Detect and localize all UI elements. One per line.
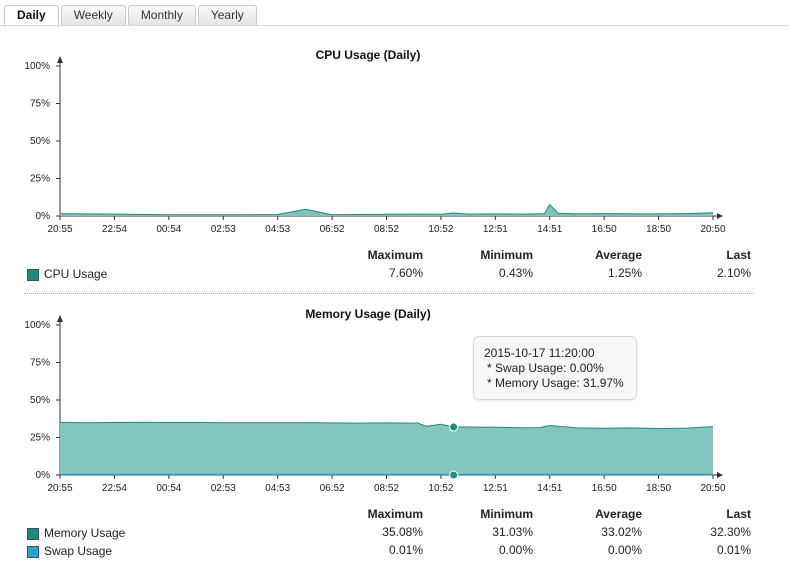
memory-usage-area [60, 422, 713, 475]
cpu-y-tick-label: 25% [30, 174, 50, 185]
cpu-usage-label: CPU Usage [44, 267, 108, 281]
tooltip-memory: * Memory Usage: 31.97% [487, 376, 624, 390]
cpu-usage-chart: CPU Usage (Daily) 0% 25% 50% 75% 100% 20:55 22… [24, 48, 726, 235]
cpu-usage-swatch [27, 269, 39, 281]
tooltip-swap: * Swap Usage: 0.00% [487, 361, 604, 375]
cpu-x-tick-label: 04:53 [265, 224, 290, 235]
tab-daily[interactable]: Daily [4, 5, 59, 27]
swap-usage-label: Swap Usage [44, 544, 113, 558]
legend-row-cpu-usage[interactable]: CPU Usage 7.60% 0.43% 1.25% 2.10% [0, 266, 789, 284]
memory-avg: 33.02% [601, 525, 642, 539]
stat-header-maximum: Maximum [367, 507, 423, 521]
cpu-x-tick-label: 16:50 [592, 224, 617, 235]
memory-y-tick-label: 0% [36, 470, 51, 481]
memory-x-tick-label: 06:52 [320, 483, 345, 494]
memory-y-axis-arrow [57, 315, 63, 322]
memory-x-tick-label: 14:51 [537, 483, 562, 494]
cpu-x-tick-label: 18:50 [646, 224, 671, 235]
memory-x-tick-label: 20:50 [700, 483, 725, 494]
memory-usage-swatch [27, 528, 39, 540]
cpu-x-tick-label: 22:54 [102, 224, 127, 235]
stat-header-average: Average [595, 507, 642, 521]
memory-usage-line [59, 421, 714, 430]
swap-min: 0.00% [498, 543, 533, 557]
cpu-x-axis-arrow [717, 213, 723, 219]
memory-highlight-point [449, 422, 459, 432]
tab-yearly[interactable]: Yearly [197, 5, 257, 25]
cpu-stats-table: Maximum Minimum Average Last CPU Usage 7… [0, 248, 789, 284]
memory-x-tick-label: 08:52 [374, 483, 399, 494]
tab-divider [0, 25, 789, 26]
cpu-usage-line [59, 203, 714, 216]
cpu-y-tick-label: 0% [36, 211, 51, 222]
stat-header-average: Average [595, 248, 642, 262]
memory-x-axis-arrow [717, 472, 723, 478]
cpu-x-tick-label: 10:52 [428, 224, 453, 235]
cpu-x-tick-label: 06:52 [320, 224, 345, 235]
memory-last: 32.30% [710, 525, 751, 539]
cpu-y-tick-label: 50% [30, 136, 50, 147]
memory-stats-header: Maximum Minimum Average Last [0, 507, 789, 525]
cpu-chart-title: CPU Usage (Daily) [316, 48, 421, 62]
memory-x-tick-label: 00:54 [156, 483, 181, 494]
memory-min: 31.03% [492, 525, 533, 539]
chart-tooltip: 2015-10-17 11:20:00 * Swap Usage: 0.00% … [473, 336, 637, 400]
cpu-x-tick-label: 08:52 [374, 224, 399, 235]
stat-header-minimum: Minimum [480, 507, 533, 521]
memory-x-tick-label: 22:54 [102, 483, 127, 494]
cpu-last: 2.10% [716, 266, 751, 280]
tab-weekly[interactable]: Weekly [60, 5, 126, 25]
memory-x-tick-label: 20:55 [47, 483, 72, 494]
cpu-avg: 1.25% [607, 266, 642, 280]
memory-x-tick-label: 02:53 [211, 483, 236, 494]
swap-highlight-point [449, 470, 459, 480]
period-tabs: Daily Weekly Monthly Yearly [4, 5, 259, 27]
memory-y-tick-label: 100% [24, 320, 50, 331]
memory-x-tick-label: 12:51 [483, 483, 508, 494]
tab-monthly[interactable]: Monthly [127, 5, 196, 25]
memory-max: 35.08% [382, 525, 423, 539]
cpu-x-tick-label: 00:54 [156, 224, 181, 235]
cpu-x-tick-label: 20:50 [700, 224, 725, 235]
memory-chart-title: Memory Usage (Daily) [305, 307, 430, 321]
cpu-x-tick-label: 20:55 [47, 224, 72, 235]
cpu-max: 7.60% [388, 266, 423, 280]
section-divider [24, 293, 754, 294]
stat-header-maximum: Maximum [367, 248, 423, 262]
cpu-x-tick-label: 02:53 [211, 224, 236, 235]
memory-x-tick-label: 18:50 [646, 483, 671, 494]
cpu-y-axis-arrow [57, 56, 63, 63]
memory-usage-label: Memory Usage [44, 526, 126, 540]
stat-header-last: Last [726, 507, 751, 521]
cpu-stats-header: Maximum Minimum Average Last [0, 248, 789, 266]
memory-usage-chart: Memory Usage (Daily) 0% 25% 50% 75% 100% 20:5… [24, 307, 726, 494]
swap-last: 0.01% [716, 543, 751, 557]
stat-header-minimum: Minimum [480, 248, 533, 262]
cpu-usage-area [60, 204, 713, 216]
legend-row-memory-usage[interactable]: Memory Usage 35.08% 31.03% 33.02% 32.30% [0, 525, 789, 543]
memory-y-tick-label: 50% [30, 395, 50, 406]
cpu-x-tick-label: 12:51 [483, 224, 508, 235]
swap-usage-swatch [27, 546, 39, 558]
memory-y-tick-label: 75% [30, 358, 50, 369]
memory-x-tick-label: 04:53 [265, 483, 290, 494]
cpu-y-tick-label: 75% [30, 99, 50, 110]
memory-stats-table: Maximum Minimum Average Last Memory Usag… [0, 507, 789, 561]
cpu-y-tick-label: 100% [24, 61, 50, 72]
memory-x-tick-label: 16:50 [592, 483, 617, 494]
stat-header-last: Last [726, 248, 751, 262]
cpu-x-tick-label: 14:51 [537, 224, 562, 235]
memory-y-tick-label: 25% [30, 433, 50, 444]
swap-max: 0.01% [388, 543, 423, 557]
memory-x-tick-label: 10:52 [428, 483, 453, 494]
legend-row-swap-usage[interactable]: Swap Usage 0.01% 0.00% 0.00% 0.01% [0, 543, 789, 561]
tooltip-time: 2015-10-17 11:20:00 [484, 346, 595, 360]
swap-avg: 0.00% [607, 543, 642, 557]
cpu-min: 0.43% [498, 266, 533, 280]
